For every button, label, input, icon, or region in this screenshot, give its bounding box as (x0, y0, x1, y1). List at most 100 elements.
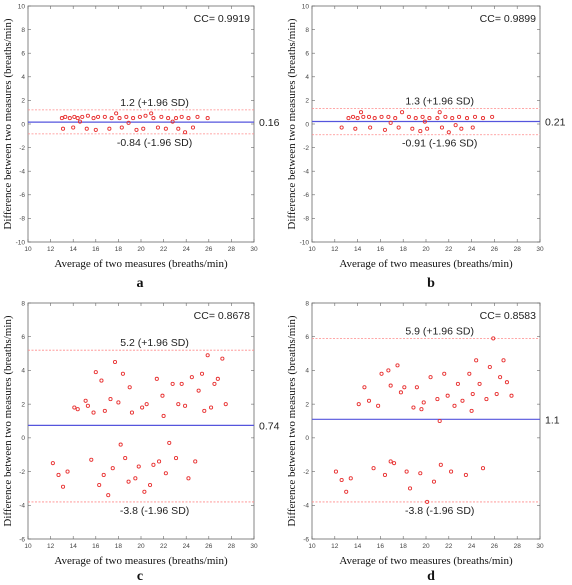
data-point (190, 125, 196, 130)
x-tick-label: 22 (160, 543, 168, 550)
data-point (110, 466, 115, 471)
y-tick-label: 4 (305, 368, 309, 375)
x-tick-label: 28 (514, 246, 522, 253)
data-point (134, 127, 139, 132)
data-point (484, 397, 489, 402)
data-point (186, 476, 191, 481)
data-point (353, 126, 358, 131)
data-point (114, 111, 119, 116)
data-point (183, 403, 188, 408)
y-tick-label: 8 (305, 300, 309, 307)
data-point (154, 376, 159, 381)
data-point (414, 385, 419, 390)
y-tick-label: -8 (19, 216, 25, 223)
y-tick-label: -2 (19, 145, 25, 152)
data-point (346, 116, 351, 121)
cc-label: CC= 0.9899 (480, 13, 536, 25)
data-point (477, 381, 482, 386)
y-tick-label: -4 (19, 169, 25, 176)
data-point (368, 125, 373, 130)
data-point (173, 116, 179, 121)
data-point (487, 365, 492, 370)
x-tick-label: 18 (400, 543, 408, 550)
data-point (376, 403, 381, 408)
x-tick-label: 28 (514, 543, 522, 550)
data-point (452, 403, 457, 408)
y-tick-label: 4 (21, 74, 25, 81)
data-point (83, 398, 88, 403)
data-point (205, 116, 210, 121)
mean-label: 0.16 (259, 117, 280, 129)
x-tick-label: 12 (331, 543, 339, 550)
x-tick-label: 28 (228, 543, 236, 550)
y-tick-label: 2 (305, 98, 309, 105)
x-axis-label: Average of two measures (breaths/min) (54, 555, 228, 567)
data-point (108, 397, 113, 402)
data-point (470, 125, 475, 130)
data-point (56, 472, 61, 477)
y-tick-label: 0 (305, 435, 309, 442)
data-point (147, 483, 153, 488)
data-point (350, 114, 356, 119)
data-point (93, 127, 98, 132)
data-point (149, 111, 154, 116)
data-point (127, 385, 132, 390)
x-tick-label: 20 (137, 543, 145, 550)
data-point (453, 123, 458, 128)
data-point (388, 459, 393, 464)
x-tick-label: 18 (115, 543, 123, 550)
data-point (97, 483, 102, 488)
x-tick-label: 14 (354, 543, 362, 550)
y-axis-label: Difference between two measures (breaths… (2, 18, 14, 229)
y-tick-label: -4 (303, 169, 309, 176)
data-point (112, 359, 118, 365)
x-tick-label: 10 (308, 543, 316, 550)
data-point (118, 442, 123, 447)
data-point (490, 114, 495, 119)
data-point (176, 402, 181, 407)
data-point (402, 385, 407, 390)
lower-loa-label: -0.91 (-1.96 SD) (402, 138, 477, 150)
y-tick-label: 6 (305, 51, 309, 58)
data-point (170, 381, 175, 386)
data-point (126, 479, 131, 484)
data-point (393, 116, 398, 121)
data-point (189, 375, 194, 380)
data-point (388, 120, 393, 125)
data-point (107, 126, 112, 131)
y-tick-label: -4 (303, 503, 309, 510)
data-point (106, 493, 111, 498)
data-point (65, 469, 70, 474)
y-tick-label: -4 (19, 503, 25, 510)
x-axis-label: Average of two measures (breaths/min) (339, 555, 513, 567)
data-point (379, 371, 384, 376)
upper-loa-label: 1.2 (+1.96 SD) (120, 97, 189, 109)
data-point (163, 471, 168, 476)
data-point (102, 408, 107, 413)
x-axis-label: Average of two measures (breaths/min) (54, 258, 228, 270)
data-point (176, 126, 181, 131)
data-point (382, 472, 388, 477)
data-point (467, 371, 472, 376)
y-tick-label: -6 (19, 192, 25, 199)
y-tick-label: -10 (300, 239, 310, 246)
data-point (120, 371, 125, 376)
data-point (480, 116, 486, 121)
data-point (494, 391, 499, 397)
x-tick-label: 16 (377, 246, 385, 253)
data-point (131, 116, 136, 121)
y-tick-label: 2 (21, 401, 25, 408)
data-point (155, 125, 160, 130)
data-point (435, 397, 440, 402)
data-point (124, 114, 129, 119)
y-tick-label: 6 (21, 51, 25, 58)
panel-letter: a (137, 276, 144, 291)
data-point (396, 125, 401, 130)
x-tick-label: 28 (228, 246, 236, 253)
lower-loa-label: -3.8 (-1.96 SD) (405, 505, 474, 517)
data-point (428, 375, 433, 380)
data-point (474, 358, 479, 363)
data-point (167, 440, 172, 445)
data-point (480, 466, 486, 471)
